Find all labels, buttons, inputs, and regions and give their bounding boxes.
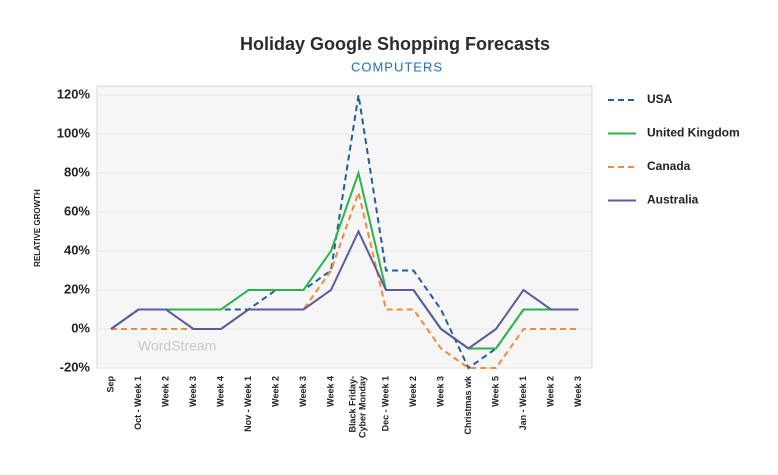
- series-line: [110, 229, 579, 350]
- y-axis-label: RELATIVE GROWTH: [33, 189, 42, 267]
- x-tick-label: Week 4: [325, 376, 335, 407]
- y-tick-label: 0%: [71, 320, 90, 335]
- x-tick-label: Week 2: [545, 376, 555, 407]
- legend-label: USA: [647, 92, 673, 106]
- y-tick-label: 120%: [57, 86, 91, 101]
- x-tick-label: Dec - Week 1: [380, 376, 390, 431]
- legend-label: Australia: [647, 193, 699, 207]
- legend-label: United Kingdom: [647, 126, 740, 140]
- series-line: [110, 169, 579, 350]
- chart-subtitle: COMPUTERS: [351, 59, 443, 74]
- x-tick-label: Black Friday-Cyber Monday: [348, 376, 368, 438]
- series-line: [111, 188, 579, 369]
- y-tick-label: 100%: [57, 125, 91, 140]
- watermark: WordStream: [138, 338, 216, 354]
- y-tick-label: -20%: [60, 359, 91, 374]
- x-tick-label: Week 5: [490, 376, 500, 407]
- x-tick-label: Week 3: [435, 376, 445, 407]
- x-tick-label: Nov - Week 1: [243, 376, 253, 432]
- legend-label: Canada: [647, 159, 691, 173]
- y-tick-label: 20%: [64, 281, 90, 296]
- x-tick-label: Oct - Week 1: [133, 376, 143, 430]
- y-tick-label: 40%: [64, 242, 90, 257]
- x-tick-label: Week 2: [408, 376, 418, 407]
- x-tick-label: Week 2: [270, 376, 280, 407]
- x-tick-label: Christmas wk: [463, 375, 473, 435]
- plot-area: [96, 85, 593, 369]
- x-tick-label: Week 3: [573, 376, 583, 407]
- x-tick-label: Week 3: [188, 376, 198, 407]
- x-tick-label: Sep: [105, 376, 115, 393]
- x-tick-label: Jan - Week 1: [518, 376, 528, 430]
- x-tick-label: Week 3: [298, 376, 308, 407]
- y-tick-label: 80%: [64, 164, 90, 179]
- x-tick-label: Week 4: [215, 376, 225, 407]
- x-tick-label: Week 2: [160, 376, 170, 407]
- chart-title: Holiday Google Shopping Forecasts: [240, 34, 550, 54]
- y-tick-label: 60%: [64, 203, 90, 218]
